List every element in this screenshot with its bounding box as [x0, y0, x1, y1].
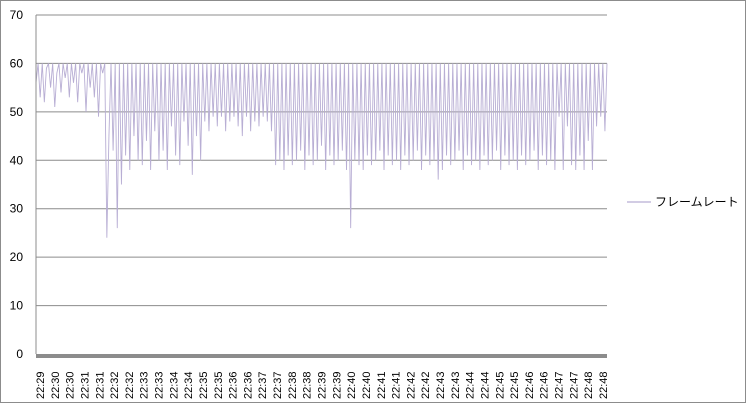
series-layer: [35, 63, 608, 238]
x-tick-label: 22:31: [79, 371, 91, 399]
x-tick-label: 22:38: [302, 371, 314, 399]
x-tick-label: 22:41: [376, 371, 388, 399]
x-tick-label: 22:35: [198, 371, 210, 399]
x-tick-label: 22:47: [568, 371, 580, 399]
y-tick-label: 70: [10, 8, 24, 22]
x-tick-label: 22:34: [168, 371, 180, 399]
x-tick-label: 22:42: [405, 371, 417, 399]
x-tick-label: 22:48: [598, 371, 610, 399]
x-tick-label: 22:48: [583, 371, 595, 399]
x-tick-label: 22:34: [183, 371, 195, 399]
y-tick-label: 10: [10, 299, 24, 313]
x-tick-label: 22:40: [361, 371, 373, 399]
x-tick-label: 22:31: [94, 371, 106, 399]
y-tick-label: 40: [10, 153, 24, 167]
legend: フレームレート: [627, 195, 739, 209]
x-tick-label: 22:43: [450, 371, 462, 399]
x-tick-label: 22:40: [346, 371, 358, 399]
x-tick-label: 22:45: [509, 371, 521, 399]
x-tick-label: 22:37: [272, 371, 284, 399]
x-tick-label: 22:44: [465, 371, 477, 399]
x-tick-label: 22:33: [154, 371, 166, 399]
x-tick-label: 22:33: [139, 371, 151, 399]
x-tick-label: 22:39: [317, 371, 329, 399]
y-tick-label: 0: [16, 347, 23, 361]
legend-label: フレームレート: [655, 195, 739, 209]
x-tick-label: 22:32: [124, 371, 136, 399]
x-tick-label: 22:38: [287, 371, 299, 399]
x-tick-label: 22:46: [539, 371, 551, 399]
x-tick-labels: 22:29 22:30 22:30 22:31 22:31 22:32 22:32 22:33…: [35, 371, 610, 399]
y-tick-label: 20: [10, 250, 24, 264]
axis-layer: [35, 15, 607, 358]
x-tick-label: 22:39: [331, 371, 343, 399]
x-tick-label: 22:45: [494, 371, 506, 399]
x-tick-label: 22:35: [213, 371, 225, 399]
x-tick-label: 22:30: [65, 371, 77, 399]
x-axis: [36, 354, 607, 358]
y-tick-label: 30: [10, 202, 24, 216]
x-tick-label: 22:32: [109, 371, 121, 399]
x-tick-label: 22:37: [257, 371, 269, 399]
x-tick-label: 22:30: [50, 371, 62, 399]
x-tick-label: 22:29: [35, 371, 47, 399]
x-tick-label: 22:36: [242, 371, 254, 399]
y-tick-label: 50: [10, 105, 24, 119]
x-tick-label: 22:42: [420, 371, 432, 399]
x-tick-label: 22:47: [554, 371, 566, 399]
x-tick-label: 22:43: [435, 371, 447, 399]
x-tick-label: 22:44: [479, 371, 491, 399]
y-tick-label: 60: [10, 56, 24, 70]
series-line-framerate: [35, 63, 608, 238]
x-tick-label: 22:36: [228, 371, 240, 399]
x-tick-label: 22:46: [524, 371, 536, 399]
x-tick-label: 22:41: [391, 371, 403, 399]
y-tick-labels: 0 10 20 30 40 50 60 70: [10, 8, 24, 361]
